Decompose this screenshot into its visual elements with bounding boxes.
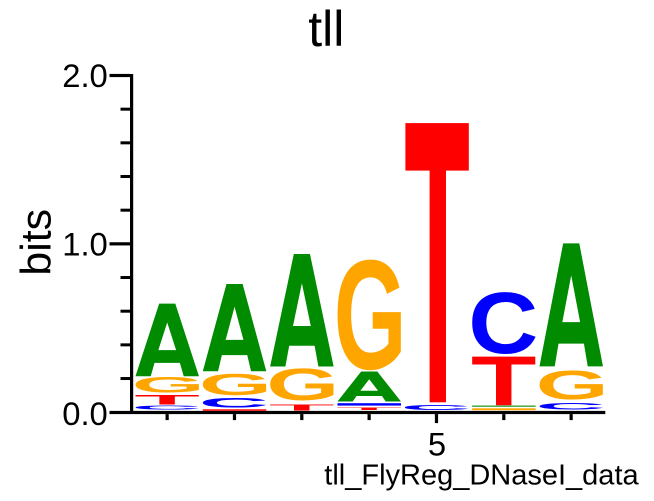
svg-text:tll_FlyReg_DNaseI_data: tll_FlyReg_DNaseI_data: [324, 460, 639, 492]
svg-text:G: G: [199, 367, 272, 401]
svg-text:0.0: 0.0: [62, 395, 108, 432]
svg-text:G: G: [132, 373, 205, 397]
svg-text:C: C: [401, 403, 471, 412]
svg-text:C: C: [199, 395, 269, 410]
svg-text:C: C: [468, 274, 538, 371]
svg-text:1.0: 1.0: [62, 225, 108, 262]
svg-text:T: T: [471, 342, 536, 420]
svg-text:G: G: [536, 363, 609, 408]
svg-text:tll: tll: [308, 1, 344, 57]
svg-text:bits: bits: [12, 209, 60, 276]
svg-text:2.0: 2.0: [62, 57, 108, 94]
svg-text:C: C: [132, 404, 202, 410]
svg-text:5: 5: [428, 426, 446, 463]
svg-text:T: T: [134, 392, 199, 407]
svg-text:G: G: [266, 359, 339, 410]
svg-text:C: C: [536, 401, 606, 411]
svg-text:T: T: [269, 403, 334, 412]
svg-text:T: T: [336, 407, 401, 411]
